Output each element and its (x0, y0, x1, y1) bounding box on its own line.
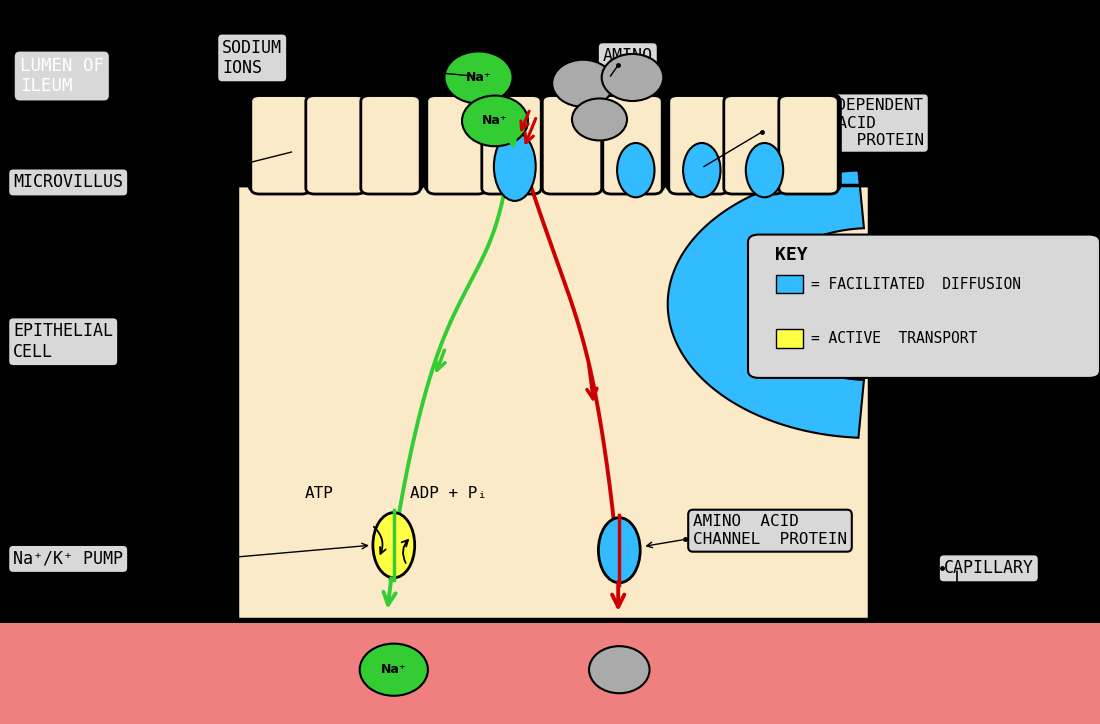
FancyBboxPatch shape (669, 96, 728, 194)
Ellipse shape (598, 518, 640, 583)
Text: ATP: ATP (305, 487, 333, 501)
Bar (0, 623, 1100, 724)
Text: Na⁺: Na⁺ (465, 71, 492, 84)
Text: = FACILITATED  DIFFUSION: = FACILITATED DIFFUSION (811, 277, 1021, 292)
FancyBboxPatch shape (667, 94, 730, 192)
Ellipse shape (617, 143, 654, 197)
Bar (236, 87, 260, 185)
Bar (532, 87, 551, 185)
Ellipse shape (494, 132, 536, 201)
FancyBboxPatch shape (722, 94, 785, 192)
Text: AMINO  ACID
CHANNEL  PROTEIN: AMINO ACID CHANNEL PROTEIN (693, 515, 847, 547)
Bar (236, 185, 869, 619)
Text: KEY: KEY (776, 246, 808, 264)
FancyBboxPatch shape (482, 96, 541, 194)
Bar (719, 87, 733, 185)
Bar (356, 87, 370, 185)
Ellipse shape (444, 51, 513, 104)
Bar (829, 87, 869, 185)
Text: SODIUM
IONS: SODIUM IONS (222, 38, 283, 77)
Text: Na⁺: Na⁺ (381, 663, 407, 676)
Bar (776, 275, 803, 293)
Bar (301, 87, 315, 185)
FancyBboxPatch shape (777, 94, 840, 192)
Text: SODIUM-DEPENDENT
AMINO  ACID
CARRIER  PROTEIN: SODIUM-DEPENDENT AMINO ACID CARRIER PROT… (770, 98, 924, 148)
Ellipse shape (572, 98, 627, 140)
FancyBboxPatch shape (542, 96, 602, 194)
FancyBboxPatch shape (361, 96, 420, 194)
Ellipse shape (552, 60, 614, 106)
FancyBboxPatch shape (540, 94, 604, 192)
FancyBboxPatch shape (306, 96, 365, 194)
Bar (774, 87, 788, 185)
FancyBboxPatch shape (359, 94, 422, 192)
Ellipse shape (746, 143, 783, 197)
FancyBboxPatch shape (724, 96, 783, 194)
PathPatch shape (668, 170, 864, 438)
Text: ADP + Pᵢ: ADP + Pᵢ (410, 487, 487, 501)
FancyBboxPatch shape (249, 94, 312, 192)
FancyBboxPatch shape (601, 94, 664, 192)
FancyBboxPatch shape (304, 94, 367, 192)
FancyBboxPatch shape (480, 94, 543, 192)
Ellipse shape (373, 513, 415, 578)
FancyBboxPatch shape (427, 96, 486, 194)
Text: EPITHELIAL
CELL: EPITHELIAL CELL (13, 322, 113, 361)
Ellipse shape (462, 96, 528, 146)
FancyBboxPatch shape (748, 235, 1100, 378)
Bar (593, 87, 612, 185)
Text: LUMEN OF
ILEUM: LUMEN OF ILEUM (20, 56, 103, 96)
Bar (411, 87, 436, 185)
Ellipse shape (360, 644, 428, 696)
Text: Na⁺/K⁺ PUMP: Na⁺/K⁺ PUMP (13, 550, 123, 568)
Ellipse shape (683, 143, 720, 197)
Text: = ACTIVE  TRANSPORT: = ACTIVE TRANSPORT (811, 332, 977, 346)
Text: MICROVILLUS: MICROVILLUS (13, 174, 123, 191)
FancyBboxPatch shape (251, 96, 310, 194)
Text: Na⁺: Na⁺ (482, 114, 508, 127)
FancyBboxPatch shape (779, 96, 838, 194)
Bar (776, 329, 803, 348)
FancyBboxPatch shape (425, 94, 488, 192)
Ellipse shape (590, 646, 649, 694)
FancyBboxPatch shape (603, 96, 662, 194)
Ellipse shape (602, 54, 663, 101)
Text: AMINO
ACIDS: AMINO ACIDS (603, 47, 652, 86)
Text: CAPILLARY: CAPILLARY (944, 560, 1034, 577)
Bar (477, 87, 491, 185)
Bar (653, 87, 678, 185)
